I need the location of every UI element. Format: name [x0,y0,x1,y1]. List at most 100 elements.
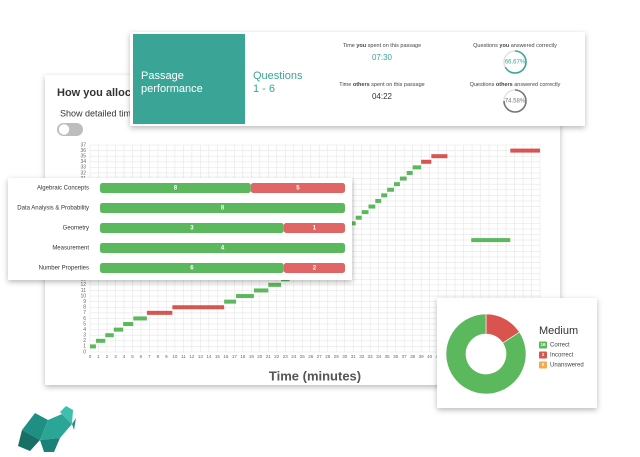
time-segment [381,193,388,198]
time-segment [95,338,106,343]
title-block [133,34,245,124]
bar-value-label: 8 [221,206,225,212]
score-value: 66.67% [505,60,526,66]
x-tick-label: 22 [274,354,280,359]
bar-value-label: 1 [313,226,317,232]
legend-swatch [539,351,547,359]
y-tick-label: 36 [80,148,86,154]
x-tick-label: 20 [257,354,263,359]
legend-label: Correct [550,343,570,349]
logo [18,406,76,452]
card-title: How you alloc [57,87,131,99]
stat-label-part: others [496,82,513,88]
y-tick-label: 11 [81,288,86,294]
toggle-label: Show detailed timi [60,108,133,118]
time-segment [387,187,394,192]
y-tick-label: 0 [83,349,86,355]
time-segment [375,198,382,203]
time-segment [361,210,369,215]
bar-value-label: 3 [190,226,194,232]
time-segment [224,299,237,304]
stat-label-part: spent on this passage [370,82,425,88]
time-segment [421,159,432,164]
time-segment [90,344,96,349]
legend-count: 16 [540,342,546,347]
time-segment [393,182,400,187]
y-tick-label: 33 [80,165,86,171]
y-tick-label: 34 [80,159,86,165]
time-segment [471,238,511,243]
time-segment [355,215,362,220]
time-segment [253,288,269,293]
category-bar [100,223,284,233]
time-segment [113,327,124,332]
x-tick-label: 26 [308,354,314,359]
y-tick-label: 6 [83,316,86,322]
time-segment [236,294,254,299]
stat-label-part: you [356,43,366,49]
x-tick-label: 1 [97,354,100,359]
logo-shape [18,430,40,451]
stat-label: Time you spent on this passage [343,43,421,49]
donut-title: Medium [539,325,578,337]
bar-value-label: 4 [221,246,225,252]
bar-value-label: 8 [174,186,178,192]
y-tick-label: 7 [83,310,86,316]
x-tick-label: 29 [334,354,340,359]
stat-label: Questions others answered correctly [470,82,561,88]
x-tick-label: 25 [300,354,306,359]
legend-swatch [539,341,547,349]
x-tick-label: 11 [181,354,186,359]
legend-label: Incorrect [550,353,574,359]
y-tick-label: 8 [83,305,86,311]
logo-shape [40,438,60,452]
x-axis-label: Time (minutes) [269,368,361,383]
x-tick-label: 31 [351,354,357,359]
y-tick-label: 12 [80,282,86,288]
stat-label-part: answered correctly [513,82,561,88]
y-tick-label: 4 [83,327,86,333]
x-tick-label: 12 [189,354,195,359]
stat-label-part: Questions [470,82,496,88]
x-tick-label: 3 [114,354,117,359]
stat-label-part: Time [343,43,357,49]
x-tick-label: 13 [198,354,204,359]
y-tick-label: 35 [80,154,86,160]
legend-count: 3 [542,352,545,357]
logo-shape [60,406,73,424]
x-tick-label: 39 [419,354,425,359]
questions-range: 1 - 6 [253,83,275,95]
category-bar [100,263,284,273]
x-tick-label: 33 [368,354,374,359]
category-bar [100,183,251,193]
x-tick-label: 8 [157,354,160,359]
y-tick-label: 10 [80,293,86,299]
time-segment [105,333,114,338]
x-tick-label: 19 [249,354,255,359]
time-segment [399,176,407,181]
x-tick-label: 27 [317,354,323,359]
category-bar [100,243,345,253]
category-label: Data Analysis & Probability [17,206,89,212]
time-segment [351,221,356,226]
toggle-knob [58,124,70,135]
score-ring [503,50,527,74]
x-tick-label: 16 [223,354,229,359]
legend-count: 0 [542,362,545,367]
stat-label-part: spent on this passage [366,43,421,49]
category-label: Geometry [63,226,89,232]
legend-label: Unanswered [550,363,584,369]
bar-value-label: 6 [190,266,194,272]
y-tick-label: 9 [83,299,86,305]
category-bar [283,263,345,273]
time-segment [412,165,422,170]
x-tick-label: 17 [232,354,238,359]
x-tick-label: 0 [89,354,92,359]
stat-value: 07:30 [372,53,393,62]
questions-range: Questions [253,70,303,82]
bar-value-label: 5 [296,186,300,192]
time-segment [123,322,134,327]
x-tick-label: 38 [410,354,416,359]
stat-label-part: you [499,43,509,49]
